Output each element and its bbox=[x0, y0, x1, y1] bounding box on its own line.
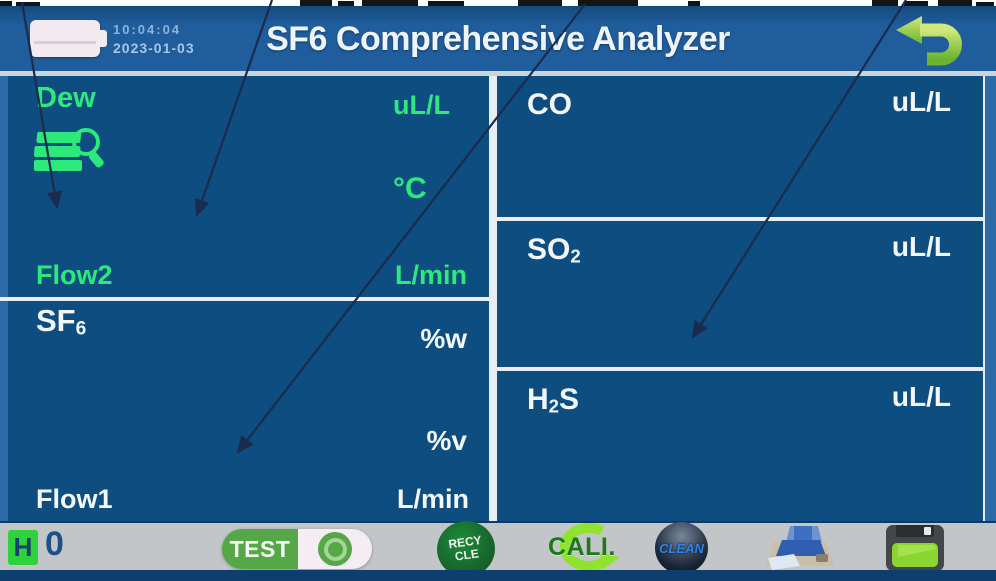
test-power-icon bbox=[318, 532, 352, 566]
sf6-panel[interactable]: SF6 %w %v Flow1 L/min bbox=[8, 301, 489, 521]
vertical-divider bbox=[489, 76, 497, 521]
h2o-indicator-o: 0 bbox=[45, 525, 64, 563]
test-button[interactable]: TEST bbox=[222, 529, 372, 569]
sf6-unit-weight: %w bbox=[420, 323, 467, 354]
printer-icon bbox=[766, 526, 834, 570]
h2o-indicator-icon[interactable]: H bbox=[8, 530, 38, 565]
test-button-label: TEST bbox=[222, 529, 298, 569]
temp-unit: °C bbox=[393, 172, 427, 205]
save-floppy-icon bbox=[886, 525, 944, 571]
back-arrow-icon bbox=[896, 16, 962, 66]
flow2-label: Flow2 bbox=[36, 260, 113, 290]
so2-h2s-divider bbox=[497, 367, 983, 371]
flow1-label: Flow1 bbox=[36, 484, 113, 514]
flow1-unit: L/min bbox=[397, 484, 469, 514]
sf6-unit-volume: %v bbox=[426, 425, 467, 456]
co-so2-divider bbox=[497, 217, 983, 221]
time-text: 10:04:04 bbox=[113, 22, 182, 37]
print-button[interactable] bbox=[760, 524, 838, 577]
list-search-icon[interactable] bbox=[34, 126, 112, 178]
cali-arrow-icon bbox=[559, 522, 620, 571]
clean-label: CLEAN bbox=[659, 540, 704, 556]
so2-unit: uL/L bbox=[891, 231, 951, 262]
date-text: 2023-01-03 bbox=[113, 40, 195, 56]
calibration-button[interactable]: CALI. bbox=[540, 522, 630, 573]
bottom-edge-strip bbox=[0, 570, 996, 581]
cali-label: CALI. bbox=[548, 533, 616, 561]
save-button[interactable] bbox=[884, 523, 946, 578]
flow2-unit: L/min bbox=[395, 260, 467, 290]
bottom-toolbar: H 0 TEST RECY CLE CALI. CLEAN bbox=[0, 517, 996, 581]
page-title: SF6 Comprehensive Analyzer bbox=[266, 20, 730, 58]
back-button[interactable] bbox=[894, 15, 974, 67]
dew-label: Dew bbox=[36, 82, 96, 114]
dew-unit: uL/L bbox=[393, 90, 450, 120]
sf6-label: SF6 bbox=[36, 303, 87, 340]
clean-button[interactable]: CLEAN bbox=[655, 522, 708, 574]
dew-point-panel[interactable]: Dew uL/L °C Flow2 L/min bbox=[8, 76, 489, 297]
co-label: CO bbox=[527, 88, 572, 121]
header-bar: 10:04:04 2023-01-03 SF6 Comprehensive An… bbox=[0, 6, 996, 71]
co-panel[interactable]: CO uL/L bbox=[497, 76, 983, 217]
datetime-display: 10:04:04 2023-01-03 bbox=[113, 21, 195, 57]
left-panel-divider bbox=[0, 297, 489, 301]
h2s-unit: uL/L bbox=[891, 381, 951, 412]
co-unit: uL/L bbox=[891, 86, 951, 117]
h2s-label: H2S bbox=[527, 383, 580, 417]
measurement-area: Dew uL/L °C Flow2 L/min SF6 %w %v Flow1 … bbox=[0, 76, 996, 521]
so2-label: SO2 bbox=[527, 233, 581, 267]
h2s-panel[interactable]: H2S uL/L bbox=[497, 371, 983, 521]
so2-panel[interactable]: SO2 uL/L bbox=[497, 221, 983, 367]
right-edge-line bbox=[983, 76, 985, 521]
